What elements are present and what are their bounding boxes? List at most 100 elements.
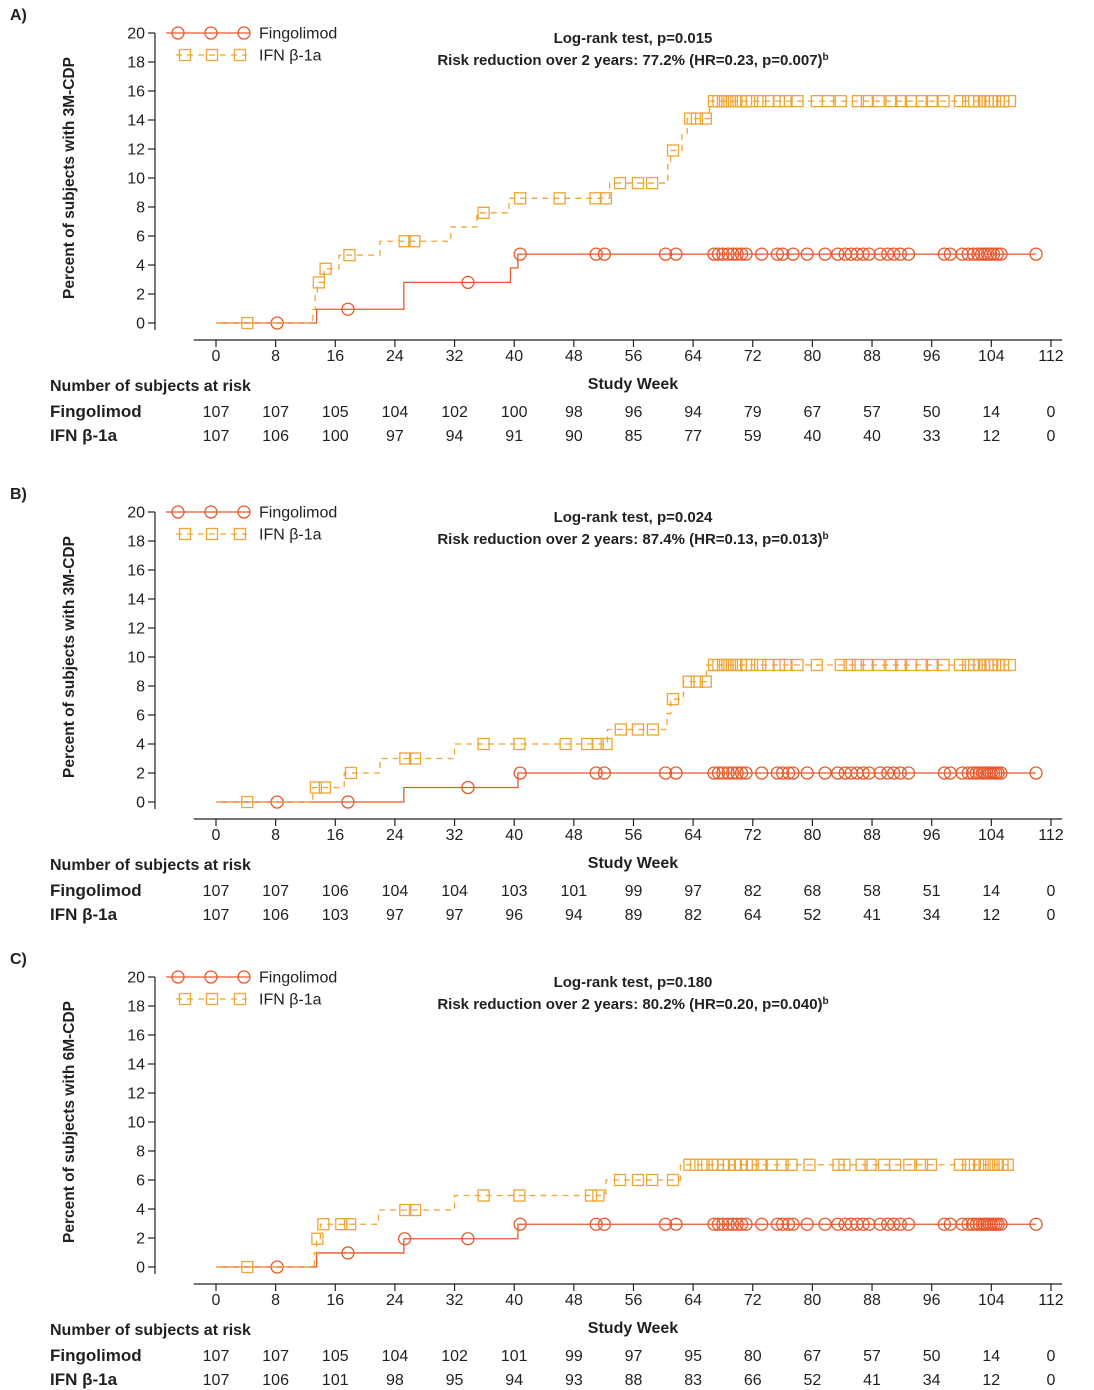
x-tick-label: 56	[625, 348, 643, 365]
fingolimod-censor-mark	[901, 247, 916, 261]
at-risk-table: Number of subjects at risk Fingolimod 107 1…	[50, 1322, 1056, 1389]
at-risk-count: 67	[804, 404, 822, 421]
fingolimod-censor-mark	[961, 1217, 975, 1231]
fingolimod-censor-mark	[716, 766, 730, 780]
at-risk-count: 0	[1047, 883, 1056, 900]
at-risk-count: 106	[262, 1372, 289, 1389]
fingolimod-censor-mark	[658, 1217, 673, 1231]
ifn-censor-mark	[997, 95, 1010, 108]
ifn-censor-mark	[1003, 95, 1017, 108]
x-tick-label: 72	[744, 1292, 762, 1309]
at-risk-count: 98	[386, 1372, 404, 1389]
fingolimod-censor-mark	[397, 1232, 412, 1246]
chart-subtitle: Risk reduction over 2 years: 77.2% (HR=0…	[437, 52, 828, 70]
at-risk-count: 100	[322, 428, 349, 445]
x-tick-label: 40	[505, 348, 523, 365]
x-tick-label: 112	[1038, 827, 1064, 844]
at-risk-count: 0	[1047, 1372, 1056, 1389]
fingolimod-censor-mark	[990, 247, 1004, 261]
legend-marker	[204, 505, 218, 519]
panel-label: B)	[10, 486, 27, 503]
fingolimod-censor-mark	[969, 766, 984, 780]
at-risk-title: Number of subjects at risk	[50, 857, 251, 874]
at-risk-count: 94	[565, 907, 583, 924]
plot-area	[216, 95, 1043, 330]
at-risk-count: 97	[684, 883, 702, 900]
x-tick-label: 88	[863, 1292, 881, 1309]
ifn-censor-mark	[319, 262, 332, 275]
at-risk-count: 96	[625, 404, 643, 421]
legend-label: Fingolimod	[259, 26, 337, 43]
fingolimod-censor-mark	[991, 1217, 1005, 1231]
x-tick-label: 72	[744, 348, 762, 365]
fingolimod-censor-mark	[873, 1217, 887, 1231]
fingolimod-censor-mark	[755, 247, 769, 261]
y-tick-label: 0	[136, 316, 145, 333]
ifn-censor-mark	[591, 737, 604, 751]
at-risk-count: 93	[565, 1372, 583, 1389]
x-tick-label: 16	[326, 1292, 344, 1309]
y-tick-label: 10	[127, 650, 145, 667]
legend-marker	[205, 527, 219, 541]
fingolimod-censor-mark	[994, 766, 1008, 780]
at-risk-count: 107	[203, 1348, 230, 1365]
fingolimod-censor-mark	[734, 1217, 749, 1231]
ifn-censor-mark	[317, 1218, 330, 1231]
ifn-censor-mark	[791, 658, 804, 672]
legend-label: IFN β-1a	[259, 48, 322, 65]
fingolimod-censor-mark	[513, 1217, 527, 1231]
at-risk-count: 50	[923, 404, 941, 421]
ifn-censor-mark	[477, 206, 490, 219]
at-risk-count: 89	[625, 907, 643, 924]
at-risk-count: 14	[982, 883, 1000, 900]
fingolimod-censor-mark	[937, 1217, 952, 1231]
y-tick-label: 20	[127, 26, 145, 43]
ifn-censor-mark	[894, 95, 908, 108]
panel-b: B) Log-rank test, p=0.024 Risk reduction o…	[10, 486, 1064, 924]
at-risk-count: 0	[1047, 907, 1056, 924]
fingolimod-censor-mark	[887, 1217, 901, 1231]
ifn-censor-mark	[477, 737, 490, 751]
fingolimod-censor-mark	[994, 1217, 1008, 1231]
at-risk-count: 104	[382, 404, 409, 421]
y-tick-label: 10	[127, 1115, 145, 1132]
subtitle-footnote-mark: b	[823, 531, 829, 542]
ifn-censor-mark	[631, 1173, 645, 1187]
at-risk-count: 41	[863, 1372, 881, 1389]
x-tick-label: 112	[1038, 348, 1064, 365]
at-risk-count: 82	[744, 883, 762, 900]
fingolimod-censor-mark	[739, 247, 753, 261]
x-tick-label: 64	[684, 1292, 702, 1309]
ifn-censor-mark	[690, 112, 703, 125]
ifn-censor-mark	[872, 658, 885, 672]
ifn-censor-mark	[312, 276, 326, 289]
at-risk-count: 34	[923, 1372, 941, 1389]
fingolimod-censor-mark	[716, 247, 730, 261]
at-risk-count: 66	[744, 1372, 762, 1389]
ifn-censor-mark	[745, 95, 759, 108]
at-risk-count: 106	[262, 907, 289, 924]
y-tick-label: 20	[127, 505, 145, 522]
x-tick-label: 48	[565, 827, 583, 844]
at-risk-count: 85	[625, 428, 643, 445]
ifn-censor-mark	[408, 1203, 422, 1217]
fingolimod-censor-mark	[711, 1217, 726, 1231]
fingolimod-censor-mark	[887, 247, 901, 261]
at-risk-count: 50	[923, 1348, 941, 1365]
ifn-censor-mark	[683, 112, 697, 125]
y-tick-label: 16	[127, 1028, 145, 1045]
at-risk-count: 107	[262, 883, 289, 900]
ifn-censor-mark	[937, 658, 950, 672]
at-risk-count: 95	[446, 1372, 464, 1389]
ifn-censor-mark	[513, 737, 526, 751]
fingolimod-censor-mark	[707, 766, 721, 780]
fingolimod-censor-mark	[881, 766, 895, 780]
at-risk-table: Number of subjects at risk Fingolimod 107 1…	[50, 378, 1056, 445]
at-risk-row-fingolimod: Fingolimod 107 107 105 104 102 100 98 96 94 79 67 57…	[50, 402, 1056, 421]
fingolimod-censor-mark	[730, 247, 744, 261]
x-tick-label: 96	[923, 348, 941, 365]
ifn-censor-mark	[514, 192, 527, 205]
fingolimod-censor-mark	[1029, 1217, 1043, 1231]
legend: Fingolimod IFN β-1a	[166, 505, 337, 544]
